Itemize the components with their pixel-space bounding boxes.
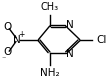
- Text: O: O: [3, 22, 12, 32]
- Text: N: N: [66, 20, 74, 30]
- Text: N: N: [13, 35, 21, 45]
- Text: N: N: [66, 49, 74, 59]
- Text: CH₃: CH₃: [41, 2, 59, 12]
- Text: O: O: [3, 47, 12, 57]
- Text: Cl: Cl: [96, 35, 107, 45]
- Text: +: +: [18, 30, 25, 39]
- Text: ⁻: ⁻: [2, 55, 6, 64]
- Text: NH₂: NH₂: [40, 68, 60, 78]
